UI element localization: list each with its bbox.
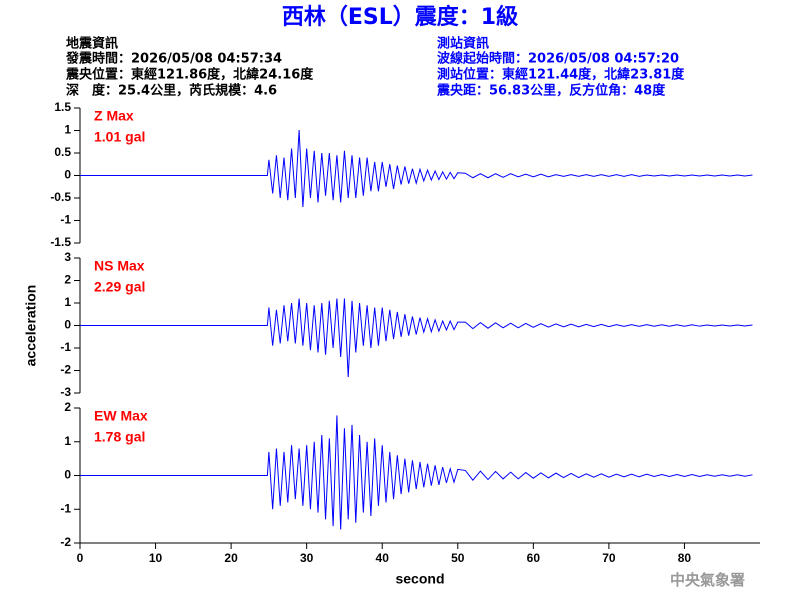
waveform [80, 298, 753, 378]
info-line: 地震資訊 [66, 36, 118, 52]
x-tick-label: 10 [149, 551, 163, 565]
footer: 中央氣象署 [670, 571, 745, 589]
y-tick-label: -1 [60, 501, 71, 515]
y-tick-label: 3 [64, 250, 71, 264]
title: 西林（ESL）震度：1級 [282, 4, 518, 30]
y-tick-label: 2 [64, 400, 71, 414]
annotation: 2.29 gal [94, 279, 145, 295]
y-tick-label: -2 [60, 363, 71, 377]
annotation: NS Max [94, 258, 145, 274]
y-tick-label: -1.5 [50, 235, 71, 249]
y-tick-label: -3 [60, 385, 71, 399]
y-tick-label: -1 [60, 340, 71, 354]
y-tick-label: 1 [64, 123, 71, 137]
y-tick-label: -0.5 [50, 190, 71, 204]
y-tick-label: 0 [64, 168, 71, 182]
y-tick-label: 0 [64, 318, 71, 332]
info-line: 測站位置：東經121.44度，北緯23.81度 [437, 67, 685, 83]
y-tick-label: 0 [64, 468, 71, 482]
info-line: 發震時間：2026/05/08 04:57:34 [65, 51, 282, 67]
x-tick-label: 80 [678, 551, 692, 565]
y-tick-label: -2 [60, 535, 71, 549]
annotation: Z Max [94, 108, 134, 124]
x-tick-label: 40 [376, 551, 390, 565]
x-tick-label: 20 [224, 551, 238, 565]
x-tick-label: 30 [300, 551, 314, 565]
x-axis-label: second [395, 571, 444, 587]
x-tick-label: 70 [602, 551, 616, 565]
annotation: 1.78 gal [94, 429, 145, 445]
info-line: 波線起始時間：2026/05/08 04:57:20 [437, 51, 679, 67]
info-line: 測站資訊 [437, 36, 489, 52]
info-line: 震央位置：東經121.86度，北緯24.16度 [65, 67, 314, 83]
y-tick-label: 0.5 [54, 145, 71, 159]
annotation: EW Max [94, 408, 148, 424]
annotation: 1.01 gal [94, 129, 145, 145]
x-tick-label: 60 [527, 551, 541, 565]
y-tick-label: 1 [64, 434, 71, 448]
x-tick-label: 0 [77, 551, 84, 565]
waveform [80, 415, 753, 530]
info-line: 震央距：56.83公里，反方位角：48度 [436, 83, 666, 99]
y-tick-label: 1 [64, 295, 71, 309]
info-line: 深 度：25.4公里，芮氏規模：4.6 [66, 83, 277, 99]
y-tick-label: 1.5 [54, 100, 71, 114]
y-axis-label: acceleration [23, 285, 39, 367]
x-tick-label: 50 [451, 551, 465, 565]
y-tick-label: -1 [60, 213, 71, 227]
waveform [80, 130, 753, 208]
y-tick-label: 2 [64, 273, 71, 287]
